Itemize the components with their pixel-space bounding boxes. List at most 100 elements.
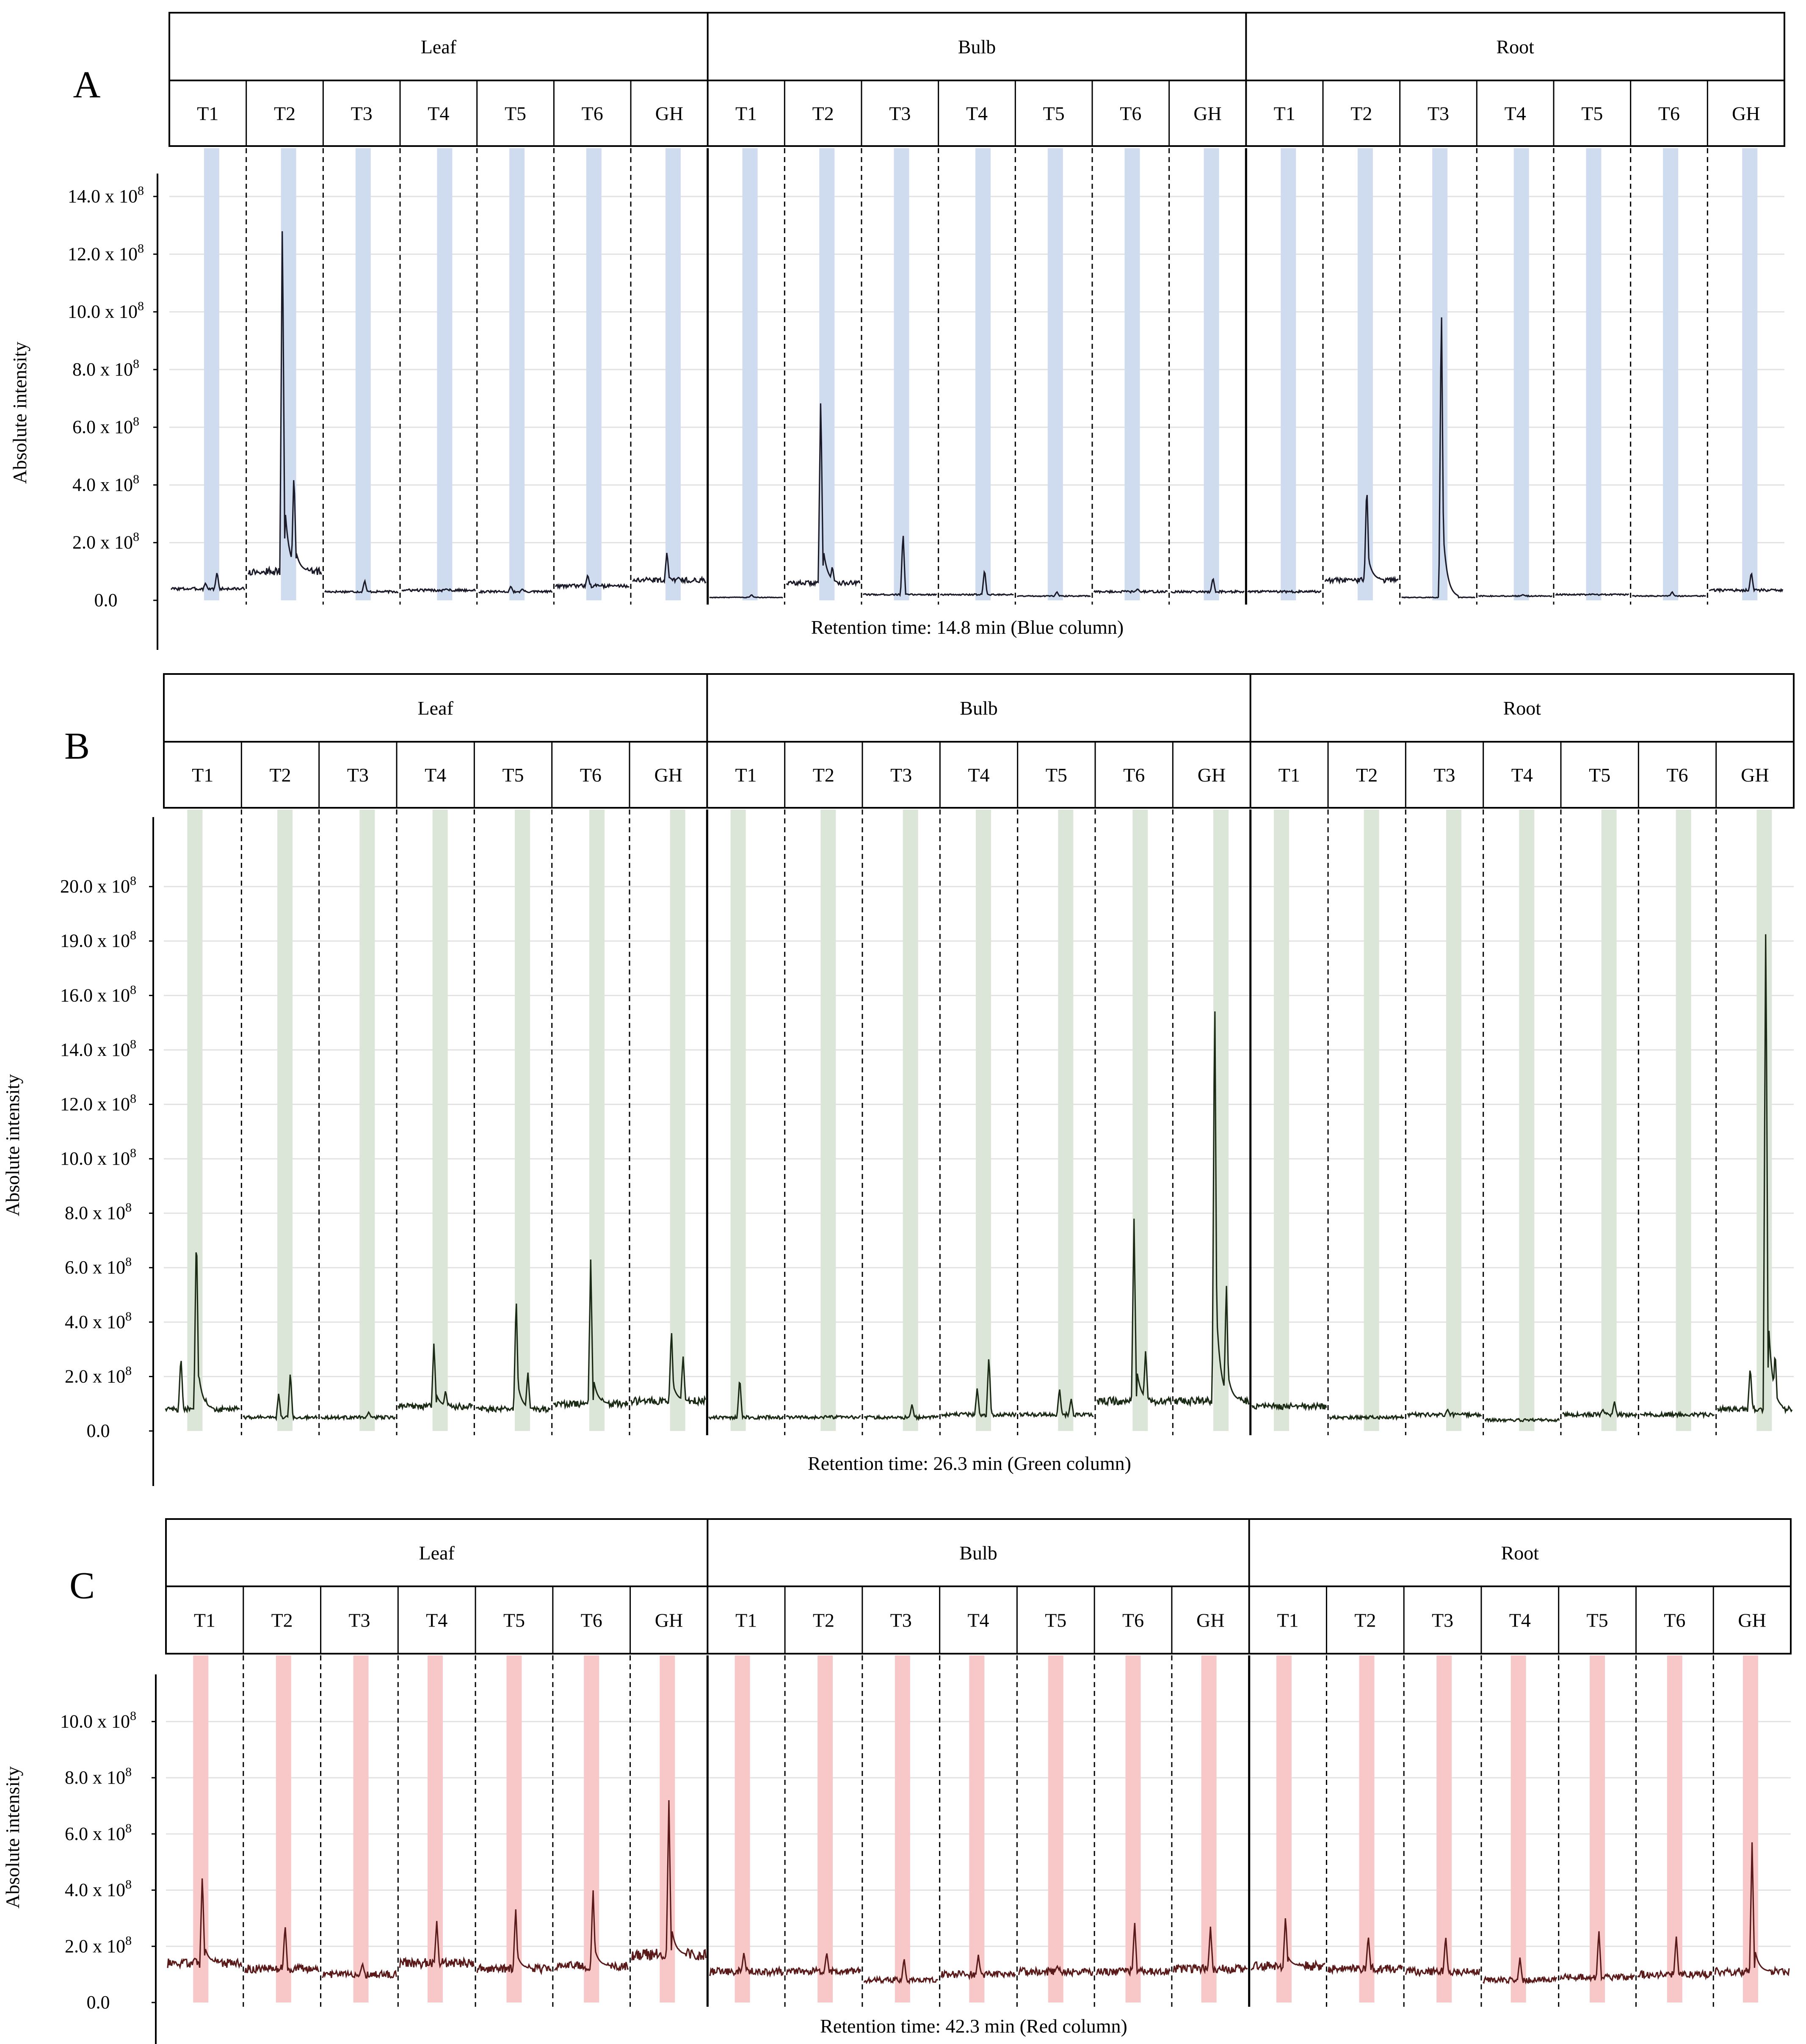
- y-tick-label: 14.0 x 108: [60, 1037, 136, 1060]
- treatment-header: T5: [1589, 764, 1610, 786]
- y-tick-label: 0.0: [87, 1992, 110, 2013]
- treatment-header: GH: [1198, 764, 1226, 786]
- y-tick-label: 0.0: [94, 590, 118, 610]
- treatment-header: T3: [890, 1610, 912, 1631]
- chromatogram-trace: [630, 1333, 706, 1407]
- treatment-header: T4: [967, 1610, 989, 1631]
- chromatogram-trace: [1717, 934, 1793, 1414]
- treatment-header: T3: [1428, 103, 1449, 124]
- treatment-header: T2: [1354, 1610, 1376, 1631]
- treatment-header: T6: [581, 1610, 602, 1631]
- panel-b: B Absolute intensity Retention time: 26.…: [2, 673, 1795, 1486]
- chromatogram-trace: [1251, 1918, 1326, 1973]
- y-tick-label: 16.0 x 108: [60, 983, 136, 1005]
- retention-highlight: [1281, 148, 1296, 600]
- retention-highlight: [742, 148, 758, 600]
- chromatogram-trace: [864, 1404, 939, 1421]
- treatment-header: T2: [1350, 103, 1372, 124]
- treatment-header: T6: [1120, 103, 1141, 124]
- y-tick-label: 10.0 x 108: [60, 1146, 136, 1169]
- treatment-header: T1: [1274, 103, 1295, 124]
- retention-highlight: [1132, 809, 1148, 1431]
- treatment-header: GH: [1738, 1610, 1766, 1631]
- chromatogram-trace: [555, 574, 630, 590]
- treatment-header: T2: [1356, 764, 1378, 786]
- treatment-header: T3: [348, 1610, 370, 1631]
- organ-header: Leaf: [421, 36, 457, 58]
- chromatogram-trace: [243, 1374, 318, 1422]
- organ-header: Leaf: [418, 697, 454, 719]
- retention-highlight: [432, 809, 448, 1431]
- treatment-header: T6: [1123, 764, 1145, 786]
- chromatogram-trace: [1251, 1401, 1327, 1411]
- y-tick-label: 10.0 x 108: [60, 1709, 136, 1732]
- chromatogram-trace: [940, 569, 1014, 597]
- chromatogram-trace: [320, 1411, 396, 1421]
- y-tick-label: 4.0 x 108: [72, 472, 139, 495]
- treatment-header: T3: [889, 103, 911, 124]
- treatment-header: T2: [271, 1610, 293, 1631]
- treatment-header: T3: [351, 103, 373, 124]
- chromatogram-trace: [1017, 591, 1091, 598]
- chromatogram-trace: [631, 1800, 707, 1961]
- treatment-header: T4: [968, 764, 989, 786]
- treatment-header: T5: [1046, 764, 1067, 786]
- chromatogram-trace: [165, 1252, 240, 1414]
- treatment-header: T6: [1664, 1610, 1685, 1631]
- chromatogram-trace: [1174, 1011, 1250, 1407]
- chromatogram-trace: [248, 231, 322, 576]
- chromatogram-trace: [941, 1954, 1016, 1980]
- retention-highlight: [586, 148, 602, 600]
- y-tick-label: 14.0 x 108: [68, 184, 144, 207]
- chromatogram-trace: [1632, 591, 1706, 597]
- retention-highlight: [437, 148, 453, 600]
- chromatogram-trace: [1096, 1218, 1172, 1407]
- treatment-header: T1: [194, 1610, 215, 1631]
- retention-highlight: [277, 809, 293, 1431]
- retention-highlight: [509, 148, 525, 600]
- chromatogram-trace: [401, 587, 476, 593]
- retention-highlight: [817, 1655, 833, 2003]
- retention-highlight: [1436, 1655, 1452, 2003]
- treatment-header: T6: [1658, 103, 1680, 124]
- retention-highlight: [355, 148, 371, 600]
- treatment-header: T6: [1122, 1610, 1144, 1631]
- retention-highlight: [903, 809, 918, 1431]
- retention-highlight: [895, 1655, 910, 2003]
- y-tick-label: 0.0: [87, 1420, 110, 1441]
- panel-label: C: [69, 1565, 95, 1607]
- chromatogram-trace: [170, 573, 246, 592]
- treatment-header: GH: [1732, 103, 1760, 124]
- chromatogram-trace: [1555, 593, 1629, 597]
- retention-highlight: [1274, 809, 1289, 1431]
- chromatogram-trace: [1095, 1922, 1171, 1977]
- chromatogram-trace: [862, 536, 937, 597]
- treatment-header: T1: [735, 1610, 757, 1631]
- treatment-header: T3: [347, 764, 369, 786]
- treatment-header: T6: [582, 103, 603, 124]
- panel-a: A Absolute intensity Retention time: 14.…: [9, 12, 1785, 650]
- y-tick-label: 19.0 x 108: [60, 928, 136, 951]
- treatment-header: T4: [426, 1610, 447, 1631]
- chromatogram-trace: [1018, 1964, 1094, 1978]
- treatment-header: T5: [1581, 103, 1603, 124]
- chromatogram-trace: [553, 1259, 629, 1410]
- chromatogram-trace: [1560, 1931, 1635, 1983]
- retention-highlight: [969, 1655, 985, 2003]
- retention-highlight: [1058, 809, 1074, 1431]
- panel-label: A: [73, 64, 101, 106]
- chromatogram-trace: [786, 403, 861, 588]
- x-axis-label: Retention time: 42.3 min (Red column): [820, 2015, 1127, 2037]
- y-tick-label: 8.0 x 108: [72, 357, 139, 380]
- chromatogram-trace: [1714, 1842, 1790, 1978]
- retention-highlight: [1519, 809, 1535, 1431]
- treatment-header: T2: [813, 1610, 834, 1631]
- chromatogram-trace: [709, 594, 783, 599]
- retention-highlight: [1124, 148, 1140, 600]
- organ-header: Bulb: [960, 697, 997, 719]
- treatment-header: T4: [428, 103, 449, 124]
- treatment-header: T3: [1432, 1610, 1453, 1631]
- x-axis-label: Retention time: 26.3 min (Green column): [808, 1453, 1131, 1474]
- treatment-header: GH: [655, 1610, 683, 1631]
